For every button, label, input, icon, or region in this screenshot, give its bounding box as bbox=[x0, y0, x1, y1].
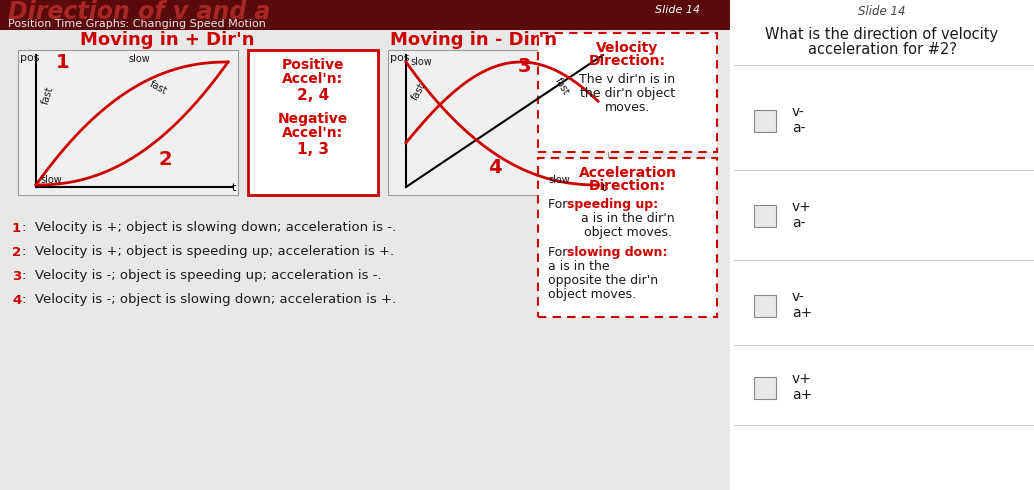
Text: slow: slow bbox=[128, 54, 150, 64]
Text: a is in the dir'n: a is in the dir'n bbox=[581, 212, 674, 225]
Text: 1, 3: 1, 3 bbox=[297, 142, 329, 157]
Text: object moves.: object moves. bbox=[548, 288, 636, 301]
Text: Accel'n:: Accel'n: bbox=[282, 72, 343, 86]
Text: 1: 1 bbox=[56, 53, 69, 72]
Text: Acceleration: Acceleration bbox=[578, 166, 676, 180]
Text: Moving in + Dir'n: Moving in + Dir'n bbox=[80, 31, 254, 49]
Bar bbox=[754, 295, 776, 317]
Text: Direction:: Direction: bbox=[589, 54, 666, 68]
Text: The v dir'n is in: The v dir'n is in bbox=[579, 73, 675, 86]
Text: 4: 4 bbox=[12, 294, 22, 307]
Text: 1: 1 bbox=[12, 221, 21, 235]
Text: :  Velocity is -; object is slowing down; acceleration is +.: : Velocity is -; object is slowing down;… bbox=[22, 294, 396, 307]
Text: slow: slow bbox=[548, 175, 570, 185]
Bar bbox=[388, 50, 608, 195]
Text: a-: a- bbox=[792, 216, 805, 230]
Text: v+: v+ bbox=[792, 372, 812, 386]
Text: a+: a+ bbox=[792, 388, 813, 402]
Text: Direction of v and a: Direction of v and a bbox=[8, 0, 271, 24]
Text: :  Velocity is +; object is speeding up; acceleration is +.: : Velocity is +; object is speeding up; … bbox=[22, 245, 394, 259]
Text: 3: 3 bbox=[518, 57, 531, 76]
Text: Direction:: Direction: bbox=[589, 179, 666, 193]
Text: Negative: Negative bbox=[278, 112, 348, 126]
Text: a is in the: a is in the bbox=[548, 260, 610, 273]
Text: Velocity: Velocity bbox=[597, 41, 659, 55]
Text: 3: 3 bbox=[12, 270, 22, 283]
Text: 2: 2 bbox=[158, 150, 172, 169]
Bar bbox=[754, 377, 776, 399]
Bar bbox=[0, 0, 730, 490]
Text: What is the direction of velocity: What is the direction of velocity bbox=[765, 27, 999, 43]
Text: 2: 2 bbox=[12, 245, 21, 259]
Text: fast: fast bbox=[40, 85, 55, 105]
FancyBboxPatch shape bbox=[538, 33, 717, 152]
Text: slow: slow bbox=[40, 175, 62, 185]
Text: Moving in - Dir'n: Moving in - Dir'n bbox=[390, 31, 557, 49]
Bar bbox=[754, 110, 776, 132]
Text: Position Time Graphs: Changing Speed Motion: Position Time Graphs: Changing Speed Mot… bbox=[8, 19, 266, 29]
Text: 4: 4 bbox=[488, 158, 501, 177]
Text: Slide 14: Slide 14 bbox=[655, 5, 700, 15]
Text: fast: fast bbox=[410, 81, 428, 102]
Text: t: t bbox=[232, 183, 237, 193]
Text: the dir'n object: the dir'n object bbox=[580, 87, 675, 100]
Text: acceleration for #2?: acceleration for #2? bbox=[808, 43, 956, 57]
Text: Accel'n:: Accel'n: bbox=[282, 126, 343, 140]
Text: :  Velocity is -; object is speeding up; acceleration is -.: : Velocity is -; object is speeding up; … bbox=[22, 270, 382, 283]
Text: For: For bbox=[548, 198, 572, 211]
Bar bbox=[730, 0, 1034, 490]
Text: v-: v- bbox=[792, 290, 804, 304]
Text: fast: fast bbox=[553, 76, 571, 97]
Text: object moves.: object moves. bbox=[583, 226, 671, 239]
Text: moves.: moves. bbox=[605, 101, 650, 114]
Bar bbox=[248, 50, 378, 195]
Text: fast: fast bbox=[148, 79, 169, 97]
Text: speeding up:: speeding up: bbox=[567, 198, 658, 211]
Bar bbox=[754, 205, 776, 227]
Text: Positive: Positive bbox=[281, 58, 344, 72]
Text: a+: a+ bbox=[792, 306, 813, 320]
Text: v+: v+ bbox=[792, 200, 812, 214]
Text: slowing down:: slowing down: bbox=[567, 246, 668, 259]
Text: :  Velocity is +; object is slowing down; acceleration is -.: : Velocity is +; object is slowing down;… bbox=[22, 221, 396, 235]
Text: pos: pos bbox=[20, 53, 39, 63]
Text: slow: slow bbox=[410, 57, 432, 67]
Text: a-: a- bbox=[792, 121, 805, 135]
Bar bbox=[0, 0, 730, 30]
Text: For: For bbox=[548, 246, 572, 259]
Text: t: t bbox=[602, 183, 606, 193]
FancyBboxPatch shape bbox=[538, 158, 717, 317]
Text: Slide 14: Slide 14 bbox=[858, 5, 906, 19]
Text: opposite the dir'n: opposite the dir'n bbox=[548, 274, 658, 287]
Text: 2, 4: 2, 4 bbox=[297, 88, 329, 103]
Text: pos: pos bbox=[390, 53, 409, 63]
Bar bbox=[18, 50, 238, 195]
Text: v-: v- bbox=[792, 105, 804, 119]
